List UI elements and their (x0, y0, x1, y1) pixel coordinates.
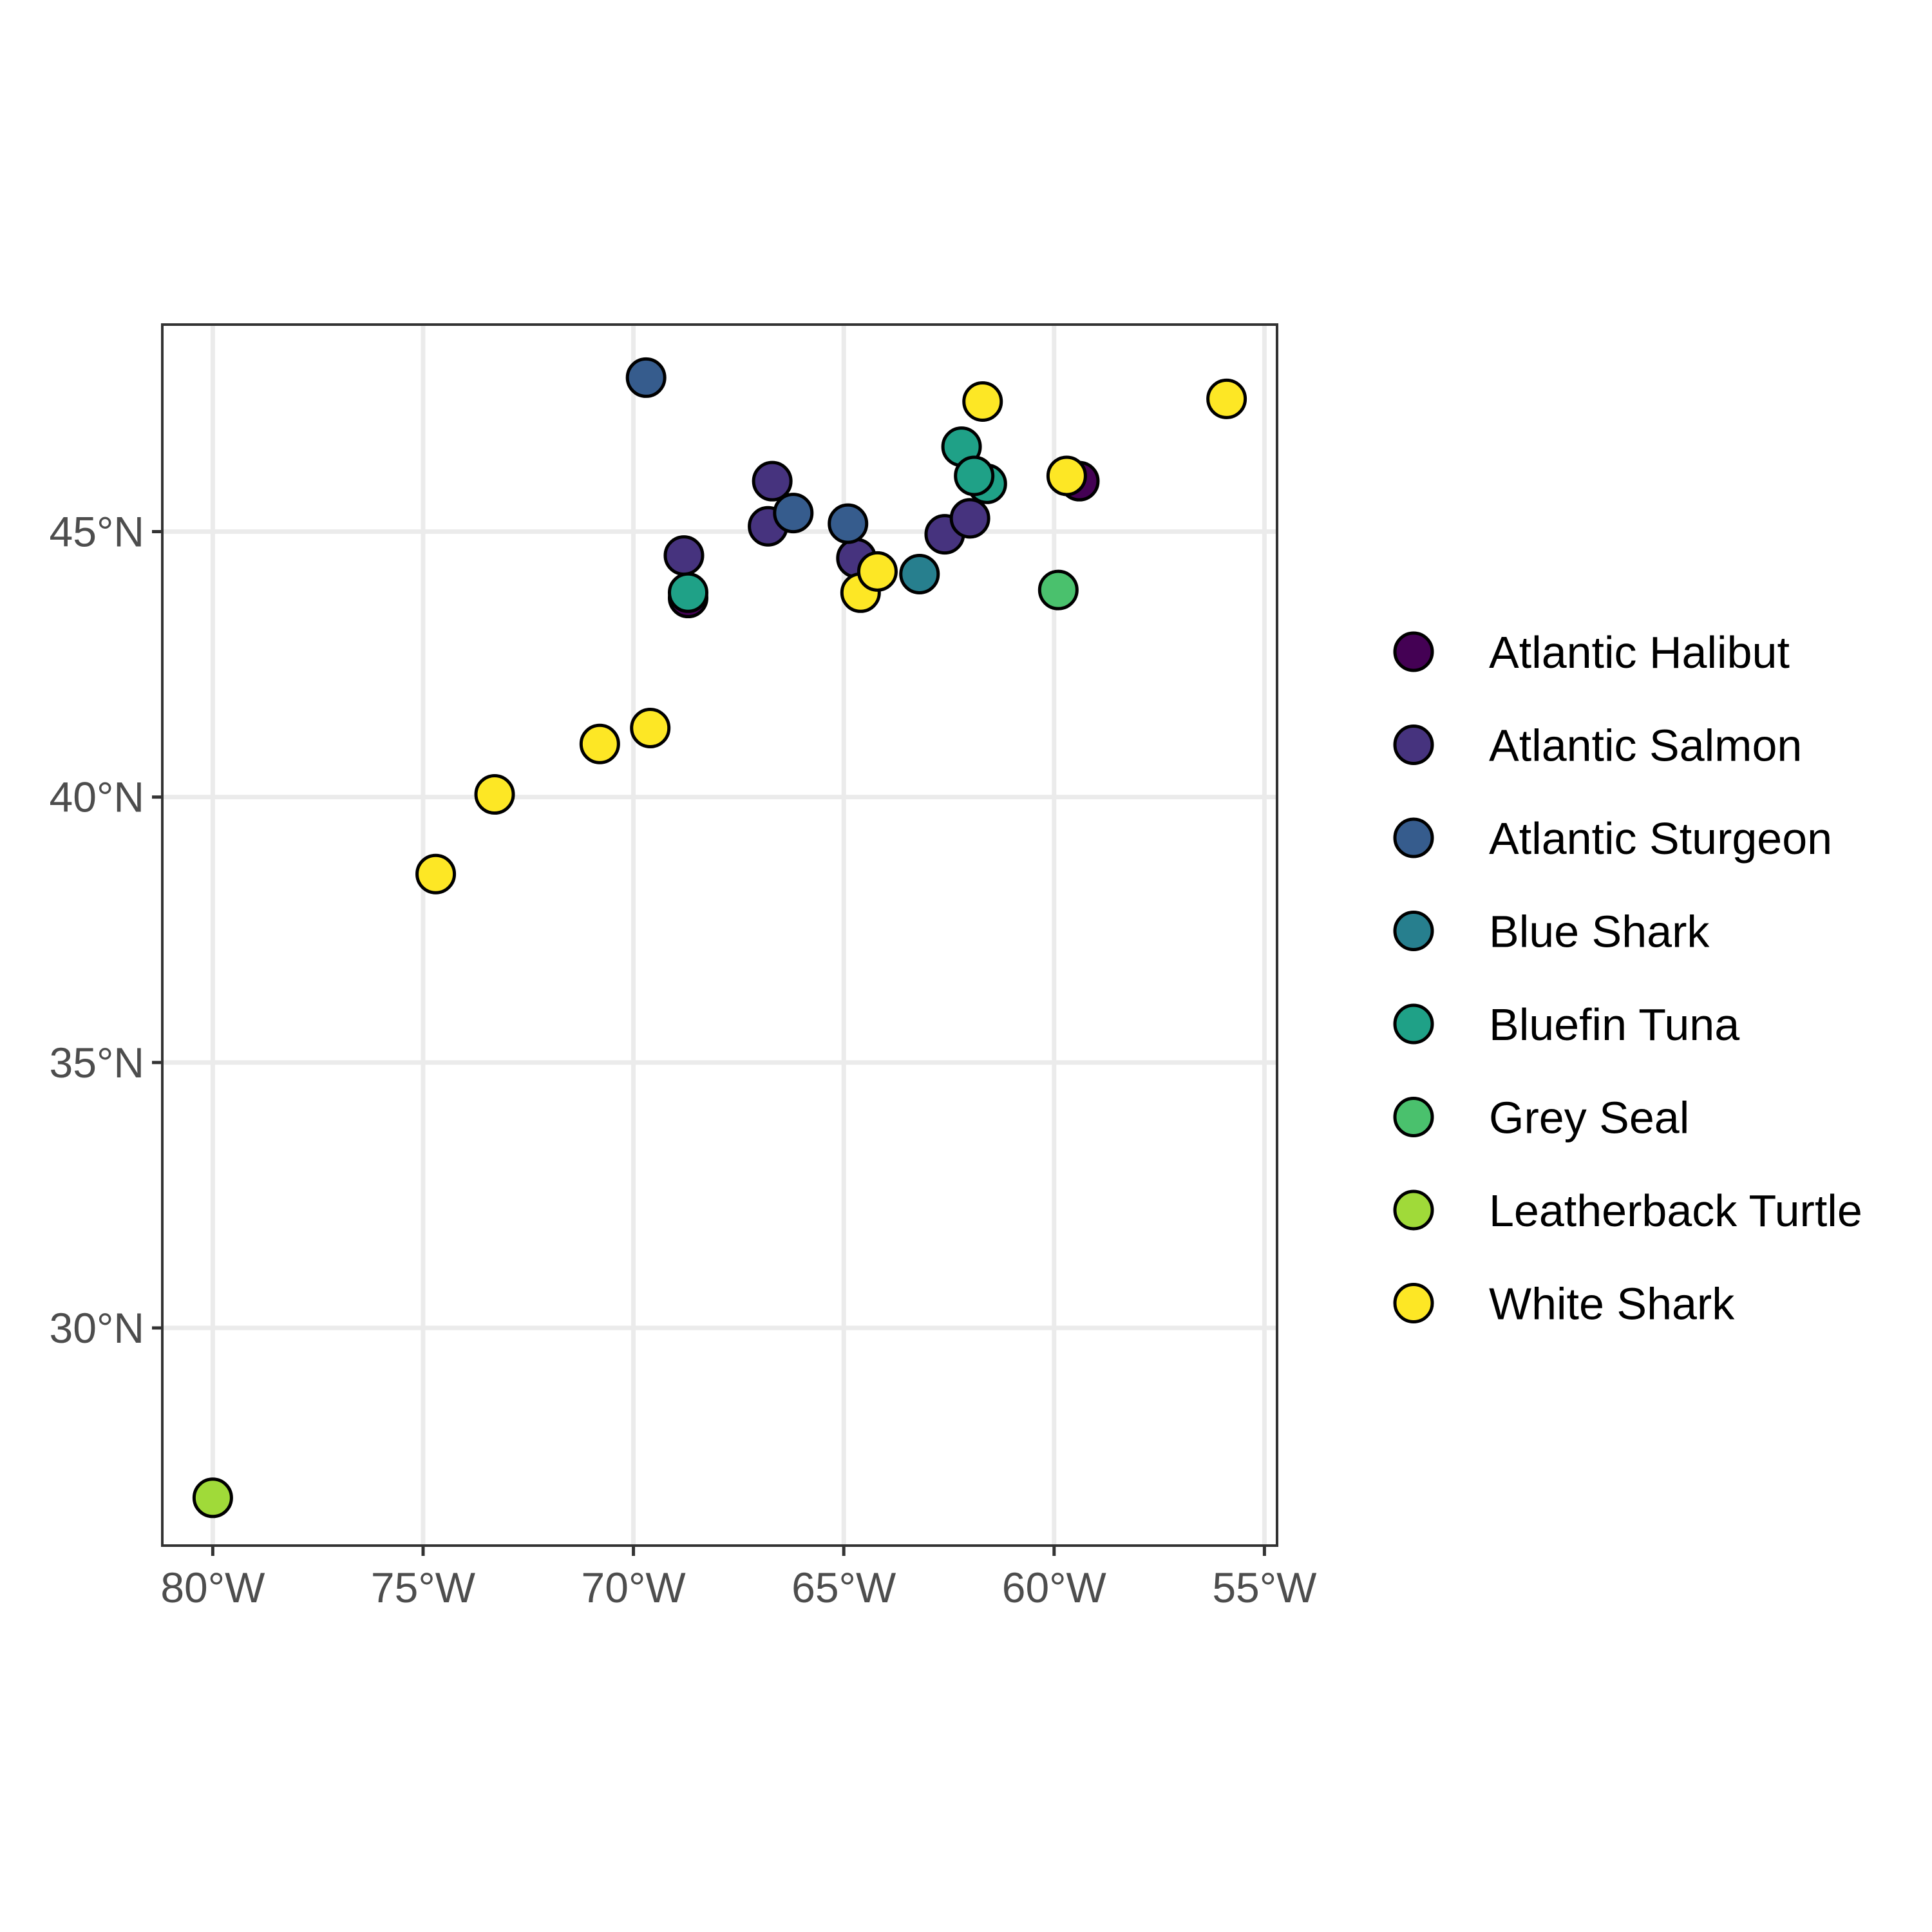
legend-key (1393, 911, 1434, 951)
plot-panel-border (161, 323, 1278, 1547)
data-point (949, 498, 990, 539)
legend: Atlantic Halibut Atlantic Salmon Atlantic … (1393, 627, 1862, 1329)
gridlines (162, 325, 1277, 1546)
legend-item: Atlantic Salmon (1393, 721, 1802, 771)
legend-key (1393, 817, 1434, 858)
data-point (954, 455, 995, 497)
data-point (752, 460, 793, 502)
y-tick-label: 40°N (50, 773, 144, 821)
legend-item: White Shark (1393, 1279, 1735, 1329)
legend-key (1393, 1189, 1434, 1231)
data-point (630, 708, 671, 749)
legend-label: Leatherback Turtle (1489, 1186, 1862, 1236)
legend-label: Blue Shark (1489, 907, 1710, 957)
legend-item: Leatherback Turtle (1393, 1186, 1862, 1236)
data-point (1037, 569, 1079, 611)
data-point (857, 551, 898, 592)
y-tick-label: 35°N (50, 1039, 144, 1086)
data-point (192, 1477, 233, 1519)
legend-label: Grey Seal (1489, 1093, 1689, 1143)
data-point (474, 774, 515, 815)
x-axis: 80°W 75°W 70°W 65°W 60°W 55°W (160, 1546, 1317, 1611)
x-tick-label: 55°W (1212, 1564, 1317, 1611)
data-points (192, 357, 1247, 1519)
x-tick-label: 70°W (582, 1564, 687, 1611)
data-point (962, 381, 1003, 422)
y-tick-label: 30°N (50, 1304, 144, 1352)
legend-key (1393, 1003, 1434, 1045)
legend-item: Blue Shark (1393, 907, 1710, 957)
data-point (1206, 378, 1247, 419)
y-tick-label: 45°N (50, 507, 144, 555)
y-axis: 30°N 35°N 40°N 45°N (50, 507, 162, 1352)
legend-item: Atlantic Sturgeon (1393, 813, 1832, 864)
legend-label: Atlantic Sturgeon (1489, 813, 1832, 864)
legend-item: Bluefin Tuna (1393, 999, 1739, 1050)
data-point (625, 357, 667, 398)
data-point (668, 572, 709, 613)
data-point (773, 493, 814, 534)
legend-key (1393, 631, 1434, 672)
legend-label: Bluefin Tuna (1489, 999, 1739, 1050)
data-point (1046, 455, 1087, 497)
x-tick-label: 75°W (371, 1564, 476, 1611)
data-point (663, 535, 705, 576)
data-point (579, 723, 620, 764)
x-tick-label: 60°W (1002, 1564, 1107, 1611)
legend-key (1393, 1097, 1434, 1137)
legend-key (1393, 1283, 1434, 1323)
x-tick-label: 80°W (160, 1564, 265, 1611)
legend-item: Atlantic Halibut (1393, 627, 1790, 677)
legend-label: Atlantic Halibut (1489, 627, 1790, 677)
legend-label: Atlantic Salmon (1489, 721, 1802, 771)
legend-item: Grey Seal (1393, 1093, 1689, 1143)
data-point (828, 503, 869, 544)
data-point (899, 553, 940, 594)
data-point (415, 853, 457, 895)
legend-label: White Shark (1489, 1279, 1735, 1329)
x-tick-label: 65°W (791, 1564, 896, 1611)
legend-key (1393, 724, 1434, 765)
